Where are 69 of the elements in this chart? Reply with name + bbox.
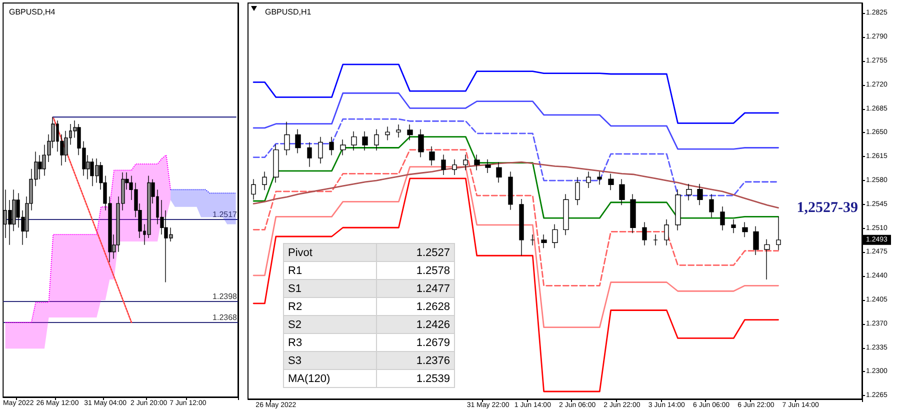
candlestick bbox=[407, 124, 413, 141]
candlestick bbox=[764, 238, 770, 280]
line-series bbox=[252, 118, 779, 196]
line-series bbox=[252, 178, 779, 392]
candlestick bbox=[295, 128, 301, 154]
candlestick bbox=[340, 139, 346, 156]
line-series bbox=[252, 64, 779, 124]
candlestick bbox=[251, 178, 256, 200]
candlestick bbox=[575, 176, 580, 206]
candlestick bbox=[418, 128, 424, 158]
candlestick bbox=[597, 171, 602, 185]
candlestick bbox=[776, 216, 781, 251]
candlestick bbox=[441, 154, 446, 176]
candlestick bbox=[586, 171, 591, 188]
candlestick bbox=[362, 131, 368, 151]
text: MA(120) 1.2539 bbox=[288, 372, 450, 384]
candlestick bbox=[630, 194, 636, 234]
candlestick bbox=[508, 171, 513, 210]
line-series bbox=[252, 136, 779, 219]
candlestick bbox=[396, 124, 401, 138]
candlestick bbox=[697, 184, 703, 206]
text: GBPUSD,H4 bbox=[9, 8, 56, 16]
candlestick bbox=[608, 173, 614, 190]
candlestick bbox=[541, 234, 547, 248]
text: R1 1.2578 bbox=[288, 264, 450, 276]
text: S1 1.2477 bbox=[288, 282, 450, 294]
text: Pivot 1.2527 bbox=[288, 246, 450, 258]
text: R3 1.2679 bbox=[288, 336, 450, 348]
candlestick bbox=[262, 171, 267, 190]
candlestick bbox=[385, 126, 390, 141]
text: GBPUSD,H1 bbox=[265, 8, 312, 16]
line-series bbox=[252, 161, 779, 209]
text: S2 1.2426 bbox=[288, 318, 450, 330]
candlestick bbox=[642, 222, 647, 246]
candlestick bbox=[753, 226, 759, 256]
candlestick bbox=[742, 222, 748, 238]
candlestick bbox=[452, 159, 457, 176]
candlestick bbox=[307, 142, 312, 168]
candlestick bbox=[731, 219, 736, 234]
candlestick bbox=[318, 136, 323, 164]
candlestick bbox=[485, 159, 491, 174]
annotation: 1,2527-39 bbox=[796, 200, 858, 216]
ref-line-label: 1.2517 bbox=[212, 210, 238, 219]
candlestick bbox=[709, 194, 714, 218]
text: S3 1.2376 bbox=[288, 354, 450, 366]
candlestick bbox=[284, 121, 290, 156]
ref-line-label: 1.2398 bbox=[212, 292, 238, 302]
candlestick bbox=[530, 234, 535, 246]
candlestick bbox=[273, 144, 279, 183]
line-series bbox=[252, 166, 779, 328]
candlestick bbox=[429, 146, 435, 166]
candlestick bbox=[675, 189, 681, 231]
ref-line-label: 1.2368 bbox=[212, 312, 238, 322]
candlestick bbox=[653, 234, 658, 246]
candlestick bbox=[496, 162, 502, 183]
text: R2 1.2628 bbox=[288, 300, 450, 312]
candlestick bbox=[474, 154, 480, 171]
candlestick bbox=[664, 219, 669, 246]
candlestick bbox=[563, 194, 569, 236]
candlestick bbox=[374, 128, 379, 151]
candlestick bbox=[619, 178, 625, 206]
candlestick bbox=[519, 198, 524, 256]
candlestick bbox=[329, 136, 334, 156]
candlestick bbox=[351, 131, 357, 151]
candlestick bbox=[720, 206, 725, 231]
candlestick bbox=[552, 224, 558, 248]
candlestick bbox=[686, 184, 692, 201]
candlestick bbox=[463, 154, 468, 171]
line-series bbox=[252, 92, 779, 150]
